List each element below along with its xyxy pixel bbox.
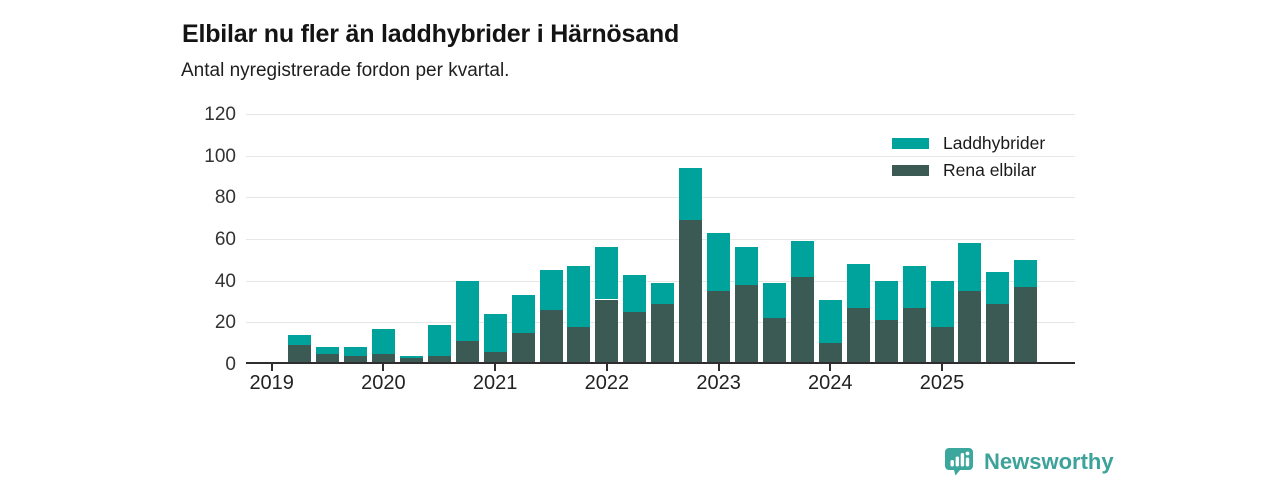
chart-legend: Laddhybrider Rena elbilar xyxy=(892,130,1045,184)
x-axis-year-label: 2020 xyxy=(361,372,406,394)
bar-segment-rena-elbilar-2023-Q1 xyxy=(707,291,731,362)
bar-segment-laddhybrider-2024-Q3 xyxy=(874,280,898,321)
bar-segment-rena-elbilar-2024-Q1 xyxy=(818,343,842,362)
bar-segment-rena-elbilar-2019-Q2 xyxy=(288,345,312,362)
x-axis-tick xyxy=(941,364,944,371)
bar-segment-laddhybrider-2021-Q1 xyxy=(483,314,507,352)
bar-segment-laddhybrider-2022-Q1 xyxy=(595,247,619,300)
y-axis-tick-label: 80 xyxy=(214,187,236,209)
bar-segment-rena-elbilar-2020-Q1 xyxy=(371,353,395,362)
y-axis-tick-label: 100 xyxy=(204,145,236,167)
bar-segment-laddhybrider-2025-Q3 xyxy=(986,272,1010,304)
bar-segment-laddhybrider-2019-Q4 xyxy=(343,347,367,356)
legend-item-laddhybrider: Laddhybrider xyxy=(892,130,1045,157)
x-axis-year-label: 2022 xyxy=(584,372,630,394)
bar-segment-rena-elbilar-2021-Q4 xyxy=(567,326,591,362)
bar-segment-rena-elbilar-2020-Q2 xyxy=(399,357,423,362)
newsworthy-brand-text: Newsworthy xyxy=(984,448,1114,474)
bar-segment-laddhybrider-2022-Q2 xyxy=(623,274,647,312)
bar-segment-rena-elbilar-2024-Q3 xyxy=(874,320,898,362)
bar-segment-rena-elbilar-2025-Q4 xyxy=(1014,287,1038,362)
bar-segment-rena-elbilar-2022-Q1 xyxy=(595,299,619,362)
bar-segment-rena-elbilar-2020-Q3 xyxy=(427,355,451,362)
y-axis-tick-label: 0 xyxy=(225,354,236,375)
bar-segment-rena-elbilar-2025-Q3 xyxy=(986,303,1010,362)
bar-segment-rena-elbilar-2022-Q4 xyxy=(679,220,703,362)
chart-subtitle: Antal nyregistrerade fordon per kvartal. xyxy=(181,60,510,81)
bar-segment-rena-elbilar-2022-Q2 xyxy=(623,312,647,362)
bar-segment-laddhybrider-2021-Q3 xyxy=(539,270,563,310)
y-axis-tick-label: 20 xyxy=(214,312,236,334)
bar-segment-laddhybrider-2019-Q3 xyxy=(316,347,340,354)
x-axis-year-label: 2024 xyxy=(808,372,853,394)
bar-segment-laddhybrider-2020-Q1 xyxy=(371,328,395,354)
bar-segment-laddhybrider-2020-Q4 xyxy=(455,280,479,342)
legend-label: Rena elbilar xyxy=(943,160,1037,180)
legend-label: Laddhybrider xyxy=(943,133,1046,153)
y-gridline xyxy=(246,155,1075,157)
bar-segment-laddhybrider-2023-Q2 xyxy=(735,247,758,285)
y-gridline xyxy=(246,197,1075,199)
x-axis-tick xyxy=(270,364,273,371)
x-axis-line xyxy=(246,362,1075,364)
bar-segment-rena-elbilar-2025-Q2 xyxy=(958,291,982,362)
bar-segment-rena-elbilar-2019-Q3 xyxy=(316,353,340,362)
bar-segment-rena-elbilar-2021-Q1 xyxy=(483,351,507,362)
y-gridline xyxy=(246,114,1075,115)
bar-segment-rena-elbilar-2023-Q4 xyxy=(790,276,814,362)
bar-segment-laddhybrider-2023-Q1 xyxy=(707,232,731,292)
x-axis-tick xyxy=(494,364,497,371)
bar-segment-rena-elbilar-2021-Q2 xyxy=(511,332,535,362)
bar-segment-rena-elbilar-2021-Q3 xyxy=(539,309,563,362)
bar-segment-laddhybrider-2023-Q4 xyxy=(790,241,814,277)
x-axis-tick xyxy=(605,364,608,371)
bar-segment-laddhybrider-2024-Q1 xyxy=(818,299,842,344)
y-axis-tick-label: 40 xyxy=(214,270,236,292)
x-axis-year-label: 2023 xyxy=(696,372,741,394)
bar-segment-rena-elbilar-2023-Q3 xyxy=(762,318,786,362)
bar-segment-laddhybrider-2019-Q2 xyxy=(288,334,312,346)
legend-item-rena-elbilar: Rena elbilar xyxy=(892,157,1045,184)
bar-segment-laddhybrider-2020-Q2 xyxy=(399,355,423,358)
bar-segment-rena-elbilar-2024-Q4 xyxy=(902,307,926,362)
bar-segment-laddhybrider-2021-Q2 xyxy=(511,295,535,333)
bar-segment-laddhybrider-2025-Q1 xyxy=(930,280,954,327)
bar-segment-laddhybrider-2025-Q4 xyxy=(1014,259,1038,287)
page-title: Elbilar nu fler än laddhybrider i Härnös… xyxy=(182,19,680,48)
legend-swatch-rena-elbilar xyxy=(892,165,929,176)
bar-segment-laddhybrider-2022-Q3 xyxy=(651,282,675,304)
newsworthy-logo: Newsworthy xyxy=(944,446,1114,477)
bar-segment-laddhybrider-2023-Q3 xyxy=(762,282,786,319)
bar-segment-laddhybrider-2022-Q4 xyxy=(679,168,703,221)
x-axis-tick xyxy=(829,364,832,371)
y-gridline xyxy=(246,239,1075,240)
x-axis-year-label: 2021 xyxy=(472,372,518,394)
x-axis-tick xyxy=(717,364,720,371)
y-axis-tick-label: 60 xyxy=(214,229,236,250)
legend-swatch-laddhybrider xyxy=(892,138,929,149)
x-axis-year-label: 2019 xyxy=(249,372,294,394)
bar-segment-laddhybrider-2024-Q2 xyxy=(846,264,870,308)
bar-segment-rena-elbilar-2022-Q3 xyxy=(651,303,675,362)
bar-segment-laddhybrider-2024-Q4 xyxy=(902,266,926,308)
x-axis-year-label: 2025 xyxy=(919,372,965,394)
bar-segment-rena-elbilar-2020-Q4 xyxy=(455,341,479,362)
bar-segment-rena-elbilar-2019-Q4 xyxy=(343,355,367,362)
bar-segment-rena-elbilar-2023-Q2 xyxy=(735,284,758,362)
bar-segment-laddhybrider-2025-Q2 xyxy=(958,243,982,292)
bar-segment-laddhybrider-2021-Q4 xyxy=(567,266,591,327)
y-axis-tick-label: 120 xyxy=(204,104,236,125)
newsworthy-logo-icon xyxy=(945,448,973,476)
bar-segment-rena-elbilar-2024-Q2 xyxy=(846,307,870,362)
bar-segment-laddhybrider-2020-Q3 xyxy=(427,324,451,356)
y-gridline xyxy=(246,280,1075,282)
bar-segment-rena-elbilar-2025-Q1 xyxy=(930,326,954,362)
x-axis-tick xyxy=(382,364,385,371)
